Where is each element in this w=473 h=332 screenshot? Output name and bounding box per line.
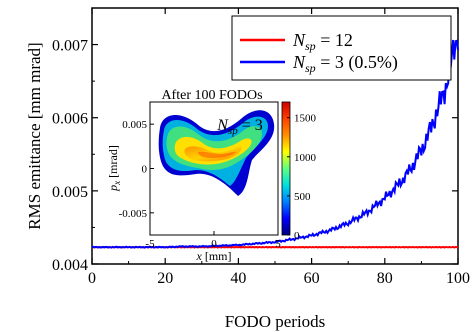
- colorbar-tick-label: 500: [294, 191, 311, 203]
- inset-y-tick-label: -0.005: [119, 208, 148, 220]
- inset-x-axis-title: x [mm]: [196, 249, 232, 263]
- colorbar-tick-label: 1000: [294, 152, 317, 164]
- colorbar-tick-label: 0: [294, 230, 300, 242]
- main-series-layer: [91, 39, 459, 249]
- legend: Nsp = 12 Nsp = 3 (0.5%): [231, 15, 452, 81]
- series-line-nsp-3: [91, 39, 459, 249]
- inset-axes-ticks: -5 0 5 0.005 0 -0.005: [119, 119, 282, 250]
- colorbar: [281, 101, 291, 236]
- main-axes-ticks: 0 20 40 60 80 100 0.004 0.005 0.006 0.007: [52, 8, 470, 287]
- inset-y-tick-label: 0.005: [122, 119, 147, 131]
- x-tick-label: 60: [304, 270, 320, 287]
- inset-y-axis-title: px [mrad]: [106, 145, 122, 192]
- legend-label-nsp-12: Nsp = 12: [292, 30, 353, 53]
- y-tick-label: 0.005: [52, 184, 88, 201]
- y-axis-title: RMS emittance [mm mrad]: [25, 42, 44, 229]
- inset-x-tick-label: 5: [275, 238, 281, 250]
- y-tick-label: 0.007: [52, 38, 88, 55]
- inset-x-tick-label: 0: [211, 238, 217, 250]
- inset-title: After 100 FODOs: [161, 88, 262, 103]
- blob-core-red: [198, 151, 236, 158]
- colorbar-ticks: 0 500 1000 1500: [287, 113, 317, 242]
- legend-label-nsp-3: Nsp = 3 (0.5%): [292, 52, 398, 75]
- colorbar-tick-label: 1500: [294, 113, 317, 125]
- inset-y-tick-label: 0: [142, 164, 148, 176]
- x-tick-label: 100: [446, 270, 470, 287]
- y-tick-label: 0.004: [52, 257, 88, 274]
- x-axis-title: FODO periods: [225, 312, 326, 331]
- inset-density-blob: [158, 110, 275, 196]
- x-tick-label: 80: [377, 270, 393, 287]
- legend-box: [231, 15, 452, 81]
- x-tick-label: 40: [230, 270, 246, 287]
- inset-phase-space: -5 0 5 0.005 0 -0.005 After 100 FODOs Nsp = 3…: [106, 88, 317, 263]
- x-tick-label: 20: [157, 270, 173, 287]
- y-tick-label: 0.006: [52, 111, 88, 128]
- x-tick-label: 0: [88, 270, 96, 287]
- inset-annotation: Nsp = 3: [216, 117, 262, 137]
- inset-x-tick-label: -5: [145, 238, 155, 250]
